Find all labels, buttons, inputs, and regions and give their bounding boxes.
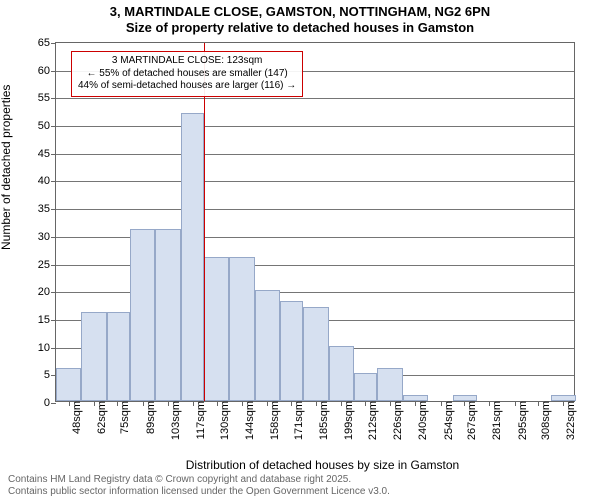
xtick-label: 226sqm xyxy=(388,401,404,440)
histogram-bar xyxy=(81,312,106,401)
ytick-label: 50 xyxy=(38,120,56,132)
gridline-h xyxy=(56,209,574,210)
xtick-label: 158sqm xyxy=(265,401,281,440)
histogram-bar xyxy=(107,312,130,401)
ytick-label: 10 xyxy=(38,342,56,354)
ytick-label: 60 xyxy=(38,65,56,77)
histogram-bar xyxy=(181,113,204,401)
xtick-label: 130sqm xyxy=(215,401,231,440)
ytick-label: 35 xyxy=(38,203,56,215)
xtick-label: 185sqm xyxy=(314,401,330,440)
gridline-h xyxy=(56,126,574,127)
xtick-label: 75sqm xyxy=(115,401,131,434)
xtick-label: 212sqm xyxy=(363,401,379,440)
ytick-label: 55 xyxy=(38,92,56,104)
histogram-bar xyxy=(204,257,229,401)
xtick-label: 103sqm xyxy=(166,401,182,440)
xtick-label: 308sqm xyxy=(536,401,552,440)
annotation-line-3: 44% of semi-detached houses are larger (… xyxy=(78,80,296,93)
gridline-h xyxy=(56,154,574,155)
footer-line-2: Contains public sector information licen… xyxy=(8,486,390,498)
footer-line-1: Contains HM Land Registry data © Crown c… xyxy=(8,474,390,486)
attribution-footer: Contains HM Land Registry data © Crown c… xyxy=(8,474,390,498)
xtick-label: 48sqm xyxy=(67,401,83,434)
ytick-label: 0 xyxy=(44,397,56,409)
histogram-bar xyxy=(280,301,303,401)
xtick-label: 322sqm xyxy=(561,401,577,440)
ytick-label: 40 xyxy=(38,175,56,187)
histogram-bar xyxy=(303,307,328,401)
xtick-label: 144sqm xyxy=(240,401,256,440)
xtick-label: 62sqm xyxy=(92,401,108,434)
ytick-label: 25 xyxy=(38,259,56,271)
ytick-label: 5 xyxy=(44,369,56,381)
annotation-line-2: ← 55% of detached houses are smaller (14… xyxy=(78,68,296,81)
gridline-h xyxy=(56,181,574,182)
histogram-bar xyxy=(56,368,81,401)
histogram-bar xyxy=(377,368,402,401)
xtick-label: 267sqm xyxy=(462,401,478,440)
ytick-label: 65 xyxy=(38,37,56,49)
xtick-label: 199sqm xyxy=(339,401,355,440)
histogram-bar xyxy=(130,229,155,401)
x-axis-label: Distribution of detached houses by size … xyxy=(55,458,590,472)
title-line-2: Size of property relative to detached ho… xyxy=(0,20,600,36)
xtick-label: 171sqm xyxy=(289,401,305,440)
xtick-label: 240sqm xyxy=(413,401,429,440)
y-axis-label: Number of detached properties xyxy=(0,85,13,250)
reference-line xyxy=(204,43,205,401)
xtick-label: 281sqm xyxy=(487,401,503,440)
ytick-label: 20 xyxy=(38,286,56,298)
annotation-line-1: 3 MARTINDALE CLOSE: 123sqm xyxy=(78,55,296,68)
xtick-label: 89sqm xyxy=(141,401,157,434)
histogram-bar xyxy=(354,373,377,401)
annotation-box: 3 MARTINDALE CLOSE: 123sqm← 55% of detac… xyxy=(71,51,303,97)
ytick-label: 30 xyxy=(38,231,56,243)
histogram-bar xyxy=(155,229,180,401)
xtick-label: 254sqm xyxy=(439,401,455,440)
ytick-label: 45 xyxy=(38,148,56,160)
xtick-label: 117sqm xyxy=(191,401,207,439)
xtick-label: 295sqm xyxy=(513,401,529,440)
title-line-1: 3, MARTINDALE CLOSE, GAMSTON, NOTTINGHAM… xyxy=(0,4,600,20)
histogram-bar xyxy=(229,257,254,401)
histogram-bar xyxy=(255,290,280,401)
chart-title: 3, MARTINDALE CLOSE, GAMSTON, NOTTINGHAM… xyxy=(0,0,600,35)
ytick-label: 15 xyxy=(38,314,56,326)
gridline-h xyxy=(56,98,574,99)
plot-area: 0510152025303540455055606548sqm62sqm75sq… xyxy=(55,42,575,402)
histogram-bar xyxy=(329,346,354,401)
